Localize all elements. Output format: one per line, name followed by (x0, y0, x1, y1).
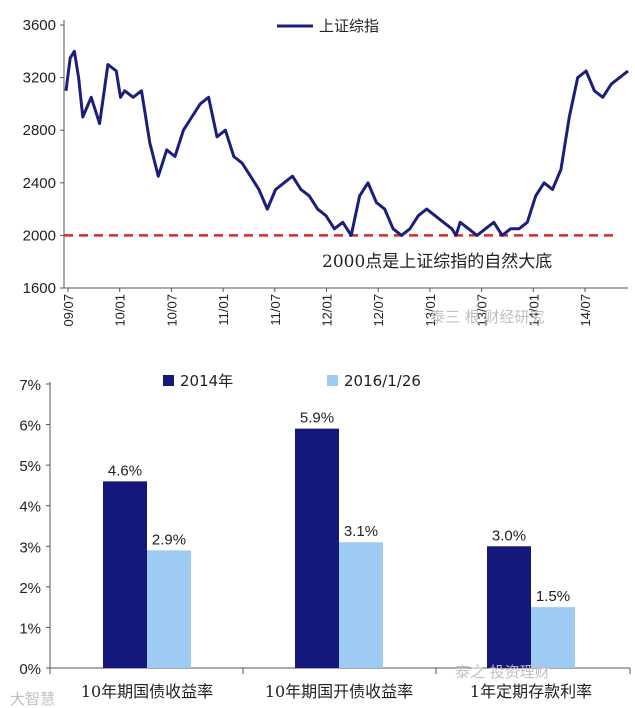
legend-label-2016: 2016/1/26 (344, 372, 421, 390)
bar-data-label: 2.9% (152, 531, 186, 548)
bar-y-tick-label: 0% (19, 661, 41, 678)
bar-2014-1 (295, 428, 339, 668)
legend-label-2014: 2014年 (180, 372, 233, 390)
bar-y-tick-label: 1% (19, 620, 41, 637)
line-x-tick-label: 09/07 (61, 294, 76, 327)
bar-category-label: 10年期国开债收益率 (265, 682, 413, 701)
line-x-tick-label: 12/07 (371, 294, 386, 327)
legend-label: 上证综指 (319, 17, 379, 35)
legend-swatch-2016 (327, 375, 338, 386)
watermark-bottom: 泰之 投资理财 (455, 663, 550, 681)
line-x-tick-label: 14/01 (526, 294, 541, 327)
bar-2016-1 (339, 542, 383, 668)
bar-y-tick-label: 7% (19, 377, 41, 394)
line-y-tick-label: 2400 (23, 175, 56, 192)
series-line-shanghai-composite (64, 49, 629, 237)
bar-y-tick-label: 2% (19, 580, 41, 597)
line-x-tick-label: 14/07 (578, 294, 593, 327)
bar-category-label: 10年期国债收益率 (81, 682, 213, 701)
line-x-tick-label: 11/01 (216, 294, 231, 326)
bar-data-label: 1.5% (536, 588, 570, 605)
bar-y-tick-label: 3% (19, 539, 41, 556)
bar-2016-0 (147, 550, 191, 668)
bar-2014-0 (103, 481, 147, 668)
line-y-tick-label: 3600 (23, 17, 56, 34)
line-x-tick-label: 10/01 (113, 294, 128, 327)
bar-data-label: 4.6% (108, 462, 142, 479)
bar-y-tick-label: 6% (19, 418, 41, 435)
line-y-tick-label: 3200 (23, 70, 56, 87)
bar-data-label: 5.9% (300, 410, 334, 427)
line-y-tick-label: 1600 (23, 280, 56, 297)
line-x-tick-label: 12/01 (320, 294, 335, 327)
line-x-tick-label: 13/07 (475, 294, 490, 327)
bar-data-label: 3.0% (492, 527, 526, 544)
watermark-corner: 大智慧 (10, 690, 55, 708)
watermark-top: 泰三 根 财经研究 (430, 308, 545, 326)
bar-2016-2 (531, 607, 575, 668)
annotation-text: 2000点是上证综指的自然大底 (322, 252, 552, 272)
line-y-tick-label: 2800 (23, 122, 56, 139)
bar-y-tick-label: 5% (19, 458, 41, 475)
line-x-tick-label: 10/07 (164, 294, 179, 327)
line-x-tick-label: 13/01 (423, 294, 438, 327)
bar-y-tick-label: 4% (19, 499, 41, 516)
bar-2014-2 (487, 546, 531, 668)
line-x-tick-label: 11/07 (268, 294, 283, 326)
line-y-tick-label: 2000 (23, 227, 56, 244)
legend-swatch-2014 (163, 375, 174, 386)
bar-category-label: 1年定期存款利率 (470, 682, 592, 701)
bar-data-label: 3.1% (344, 523, 378, 540)
